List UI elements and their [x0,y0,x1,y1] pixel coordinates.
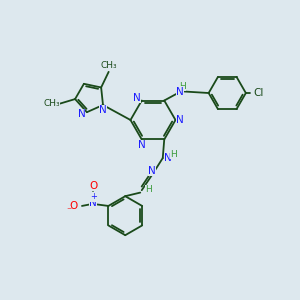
Text: H: H [170,150,177,159]
Text: N: N [148,166,156,176]
Text: CH₃: CH₃ [44,99,60,108]
Text: Cl: Cl [253,88,264,98]
Text: N: N [78,109,86,119]
Text: N: N [138,140,146,150]
Text: N: N [99,105,107,116]
Text: N: N [89,198,97,208]
Text: +: + [90,192,97,201]
Text: O: O [70,201,78,211]
Text: H: H [179,82,186,91]
Text: N: N [176,86,184,97]
Text: CH₃: CH₃ [100,61,117,70]
Text: N: N [164,153,172,163]
Text: H: H [145,185,152,194]
Text: N: N [134,93,141,103]
Text: O: O [89,181,98,190]
Text: N: N [176,115,184,125]
Text: ⁻: ⁻ [66,206,71,216]
